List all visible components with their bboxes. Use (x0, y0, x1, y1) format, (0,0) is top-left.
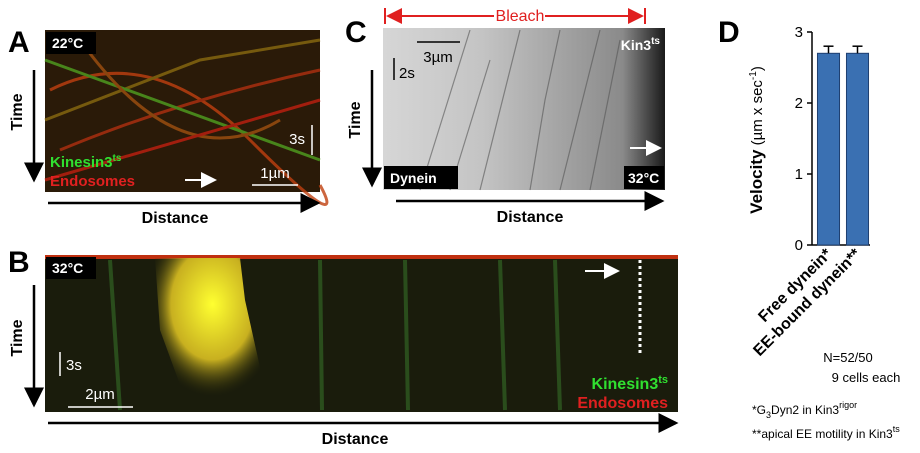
y-tick-label: 1 (795, 166, 803, 183)
time-scale: 2s (399, 65, 415, 82)
channel: Dynein (390, 170, 437, 186)
footnote-part: *G (752, 403, 766, 417)
panel-b: B 32°C 3s 2µm Kinesin3ts Endosomes Time … (8, 246, 678, 448)
footnote-sup: ts (893, 424, 901, 434)
y-tick-label: 2 (795, 95, 803, 112)
panel-d: D Velocity (µm x sec-1) N=52/50 9 cells … (718, 16, 900, 441)
legend-kinesin: Kinesin3 (50, 154, 113, 171)
distance-scale: 2µm (85, 386, 114, 403)
panel-a: A 22°C Kinesin3ts Endosomes 3s 1µm Time … (8, 26, 327, 227)
x-axis-label: Distance (322, 431, 389, 448)
kymograph (45, 255, 678, 412)
y-axis-label: Time (9, 93, 26, 130)
legend-sup: ts (658, 374, 668, 386)
y-axis-label: Velocity (µm x sec-1) (747, 66, 766, 214)
x-axis-label: Distance (497, 209, 564, 226)
y-label-unit: (µm x sec (749, 80, 766, 146)
temperature: 32°C (52, 260, 83, 276)
bar (846, 53, 868, 245)
annotation: 9 cells each (832, 370, 901, 385)
legend: Kinesin3ts (592, 374, 668, 393)
temperature: 22°C (52, 35, 83, 51)
time-scale: 3s (289, 131, 305, 148)
distance-scale: 1µm (260, 165, 289, 182)
kymograph-edge (45, 255, 678, 259)
footnote: *G3Dyn2 in Kin3rigor (752, 400, 857, 420)
figure: A 22°C Kinesin3ts Endosomes 3s 1µm Time … (0, 0, 920, 448)
strain-sup: ts (651, 36, 660, 47)
time-scale: 3s (66, 357, 82, 374)
footnote-part: Dyn2 in Kin3 (771, 403, 839, 417)
y-label-main: Velocity (747, 149, 766, 214)
x-axis-label: Distance (142, 210, 209, 227)
footnote: **apical EE motility in Kin3ts (752, 424, 900, 441)
panel-label: B (8, 246, 30, 279)
legend-endosomes: Endosomes (577, 395, 668, 412)
distance-scale: 3µm (423, 49, 452, 66)
footnote-sup: rigor (839, 400, 857, 410)
y-axis-label: Time (9, 319, 26, 356)
temperature: 32°C (628, 170, 659, 186)
legend-sup: ts (113, 153, 122, 164)
legend-endosomes: Endosomes (50, 173, 135, 190)
strain-name: Kin3 (621, 37, 652, 53)
legend: Kinesin3ts (50, 153, 122, 171)
y-tick-label: 3 (795, 24, 803, 41)
bar (817, 53, 839, 245)
y-axis-label: Time (347, 101, 364, 138)
y-tick-label: 0 (795, 237, 803, 254)
panel-label: A (8, 26, 30, 59)
bleach-label: Bleach (496, 8, 545, 25)
footnote-part: **apical EE motility in Kin3 (752, 427, 893, 441)
panel-label: D (718, 16, 740, 49)
panel-label: C (345, 16, 367, 49)
legend-kinesin: Kinesin3 (592, 376, 659, 393)
annotation: N=52/50 (823, 350, 873, 365)
y-label-close: ) (749, 66, 766, 71)
panel-c: C Bleach 3µm 2s Kin3ts Dynein 32°C Time … (345, 8, 665, 226)
